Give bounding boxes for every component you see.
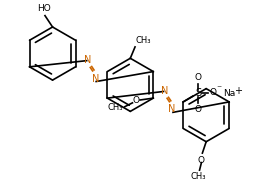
Text: O: O (195, 105, 202, 114)
Text: CH₃: CH₃ (136, 36, 152, 45)
Text: CH₃: CH₃ (107, 103, 123, 112)
Text: N: N (84, 55, 91, 65)
Text: +: + (234, 85, 242, 96)
Text: O: O (195, 73, 202, 82)
Text: O: O (198, 156, 205, 165)
Text: O: O (210, 88, 217, 97)
Text: CH₃: CH₃ (191, 172, 206, 181)
Text: ⁻: ⁻ (216, 85, 221, 95)
Text: Na: Na (223, 89, 235, 98)
Text: HO: HO (37, 4, 51, 13)
Text: O: O (132, 96, 139, 104)
Text: N: N (92, 74, 99, 84)
Text: N: N (168, 104, 176, 115)
Text: N: N (161, 85, 168, 96)
Text: S: S (195, 88, 201, 98)
